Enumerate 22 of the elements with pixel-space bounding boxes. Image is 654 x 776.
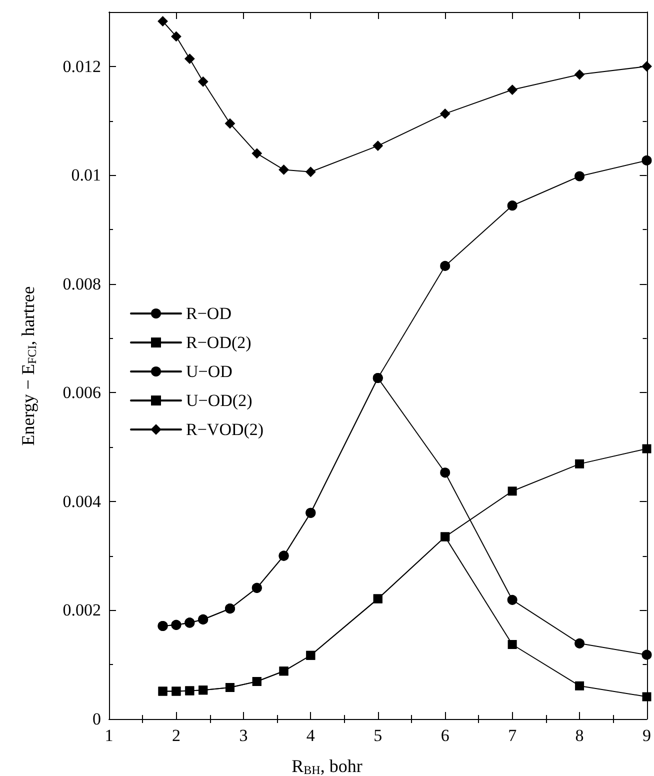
y-tick-label: 0.004 xyxy=(62,492,102,511)
x-tick-label: 5 xyxy=(374,726,382,745)
y-tick-label: 0.006 xyxy=(62,383,101,402)
y-tick-label: 0.008 xyxy=(62,274,101,294)
legend-label: U−OD xyxy=(186,362,232,381)
x-tick-label: 4 xyxy=(306,726,316,745)
x-tick-label: 2 xyxy=(172,726,180,745)
x-tick-label: 8 xyxy=(575,726,584,745)
legend-label: R−OD(2) xyxy=(186,333,252,352)
legend-label: R−OD xyxy=(186,304,232,323)
legend-label: R−VOD(2) xyxy=(186,420,264,439)
y-tick-label: 0.002 xyxy=(62,600,101,620)
y-tick-label: 0.012 xyxy=(62,56,101,76)
x-tick-label: 6 xyxy=(440,726,450,745)
y-axis-title: Energy − EFCI, hartree xyxy=(18,286,39,446)
legend-label: U−OD(2) xyxy=(186,391,252,410)
y-tick-label: 0.01 xyxy=(71,166,101,185)
x-tick-label: 1 xyxy=(104,726,114,745)
x-tick-label: 9 xyxy=(642,726,651,745)
x-tick-label: 7 xyxy=(508,726,518,745)
y-tick-label: 0 xyxy=(92,710,101,728)
x-tick-label: 3 xyxy=(239,726,248,745)
